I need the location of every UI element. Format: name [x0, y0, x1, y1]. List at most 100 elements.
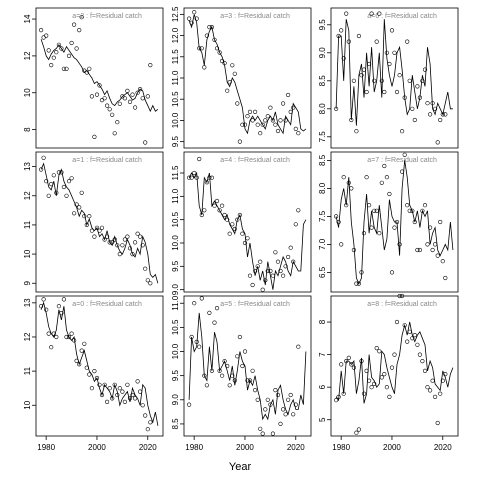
observed-point — [194, 339, 199, 345]
observed-point — [104, 234, 110, 239]
panel-title: a=2 : f=Residual catch — [72, 13, 142, 20]
panel-5: a=4 : f=Residual catch 9.0 9.5 10.0 10.5 11.0… — [171, 151, 312, 295]
observed-point — [412, 333, 417, 338]
observed-point — [84, 70, 89, 75]
x-tick-label: 2000 — [236, 443, 254, 452]
y-tick-label: 11.0 — [171, 188, 180, 204]
y-tick-label: 11.5 — [171, 49, 180, 65]
observed-point — [288, 109, 293, 114]
y-tick-label: 9.5 — [171, 370, 180, 382]
observed-point — [220, 373, 225, 378]
observed-point — [189, 175, 194, 180]
observed-point — [232, 226, 237, 232]
observed-point — [138, 389, 143, 394]
observed-point — [402, 95, 407, 100]
observed-point — [107, 386, 112, 391]
observed-point — [84, 222, 89, 227]
observed-point — [143, 140, 148, 145]
observed-point — [54, 50, 59, 55]
observed-point — [245, 378, 250, 383]
observed-point — [288, 392, 293, 398]
observed-point — [438, 219, 443, 225]
observed-point — [336, 219, 341, 225]
observed-point — [187, 175, 192, 180]
observed-point — [189, 334, 194, 340]
observed-point — [278, 421, 283, 427]
observed-point — [377, 11, 382, 16]
panel-2: a=3 : f=Residual catch 9.5 10.0 10.5 11.0 11.… — [171, 6, 312, 149]
y-tick-label: 8.5 — [171, 418, 180, 430]
observed-point — [207, 25, 212, 30]
observed-point — [377, 349, 382, 354]
observed-point — [278, 118, 283, 123]
observed-point — [227, 80, 232, 85]
panel-frame — [330, 7, 459, 149]
observed-point — [349, 362, 354, 367]
panel-1: a=2 : f=Residual catch 8 10 12 14 — [23, 7, 164, 149]
observed-point — [120, 243, 125, 248]
observed-point — [379, 78, 384, 83]
observed-point — [69, 176, 74, 181]
observed-point — [255, 122, 260, 127]
observed-point — [425, 101, 430, 106]
y-tick-label: 8.5 — [318, 75, 327, 87]
y-tick-label: 10 — [23, 249, 32, 258]
observed-point — [212, 37, 217, 42]
observed-point — [59, 311, 64, 316]
observed-point — [364, 175, 369, 180]
y-tick-label: 11 — [23, 366, 32, 375]
observed-point — [197, 46, 202, 51]
observed-point — [92, 134, 97, 139]
observed-point — [275, 128, 281, 134]
observed-point — [135, 90, 140, 95]
observed-point — [397, 242, 402, 247]
observed-point — [367, 378, 372, 383]
observed-point — [412, 117, 417, 123]
observed-point — [270, 431, 276, 436]
observed-point — [220, 203, 225, 208]
observed-point — [112, 131, 117, 136]
observed-point — [204, 180, 209, 185]
observed-point — [64, 193, 69, 198]
observed-point — [245, 114, 250, 119]
observed-point — [382, 372, 387, 377]
observed-point — [253, 388, 258, 393]
observed-point — [227, 383, 232, 388]
observed-point — [71, 211, 77, 216]
observed-point — [59, 46, 64, 51]
observed-point — [351, 365, 357, 370]
observed-point — [275, 392, 281, 398]
observed-point — [354, 430, 359, 435]
observed-point — [400, 293, 405, 299]
observed-point — [286, 92, 291, 98]
panels-group: a=2 : f=Residual catch 8 10 12 14 a=3 : f=Res… — [23, 6, 459, 452]
observed-point — [255, 264, 260, 269]
observed-point — [82, 214, 87, 219]
observed-point — [361, 391, 367, 396]
observed-point — [367, 203, 372, 208]
observed-point — [250, 118, 255, 123]
y-tick-label: 7.5 — [318, 210, 327, 222]
observed-point — [384, 385, 390, 390]
observed-point — [225, 217, 230, 222]
observed-point — [130, 92, 135, 97]
observed-point — [422, 203, 428, 208]
observed-point — [89, 228, 94, 233]
observed-point — [102, 96, 107, 101]
observed-point — [296, 131, 301, 136]
observed-point — [260, 287, 265, 292]
observed-point — [433, 242, 438, 247]
y-tick-label: 14 — [23, 14, 32, 23]
observed-point — [438, 391, 443, 396]
panel-9: a=8 : f=Residual catch 5 6 7 8 1980 2000 2020 — [318, 293, 459, 452]
y-tick-label: 7 — [318, 352, 327, 357]
observed-point — [127, 396, 133, 401]
y-tick-label: 9.0 — [171, 394, 180, 406]
observed-point — [94, 92, 100, 97]
observed-point — [192, 170, 197, 176]
panel-7: a=0 : f=Residual catch 10 11 12 13 1980 2000 20… — [23, 295, 164, 452]
observed-point — [61, 66, 67, 71]
observed-point — [214, 46, 220, 51]
observed-point — [278, 268, 283, 274]
observed-point — [207, 310, 212, 316]
